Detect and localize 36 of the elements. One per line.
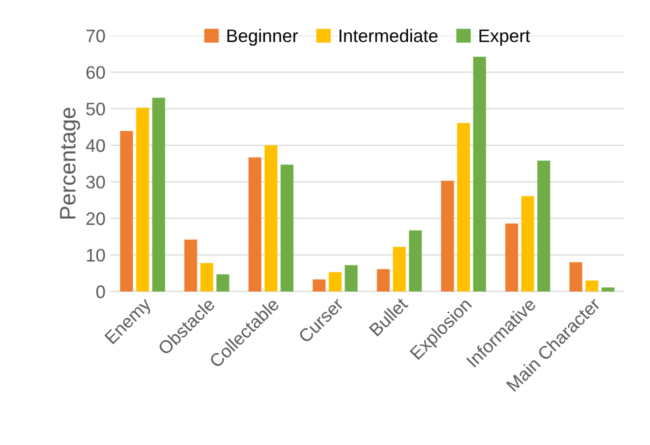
y-tick-label: 40 bbox=[86, 139, 105, 152]
bar bbox=[280, 164, 294, 292]
bar bbox=[120, 131, 133, 292]
bar bbox=[441, 180, 454, 292]
bar bbox=[602, 287, 614, 292]
bar bbox=[152, 98, 166, 292]
bar bbox=[473, 56, 486, 292]
legend-label: Expert bbox=[480, 30, 530, 46]
legend-label: Beginner bbox=[227, 28, 298, 46]
bar bbox=[537, 160, 550, 292]
y-axis-title: Percentage bbox=[60, 108, 80, 219]
bar bbox=[248, 157, 262, 292]
bar bbox=[312, 279, 326, 292]
legend-label: Intermediate bbox=[340, 28, 438, 42]
bar bbox=[216, 274, 230, 292]
bar bbox=[136, 108, 150, 292]
y-tick-label: 60 bbox=[86, 66, 105, 79]
bar bbox=[328, 272, 342, 292]
y-tick-label: 50 bbox=[86, 102, 105, 116]
bar bbox=[569, 262, 582, 292]
y-tick-label: 70 bbox=[86, 30, 105, 42]
y-tick-label: 30 bbox=[86, 176, 105, 189]
bar bbox=[585, 280, 598, 292]
y-tick-label: 20 bbox=[86, 212, 105, 226]
bar bbox=[408, 230, 422, 292]
y-tick-label: 10 bbox=[86, 248, 105, 262]
bar bbox=[184, 240, 198, 292]
bar bbox=[376, 269, 390, 292]
bar bbox=[344, 265, 358, 292]
bar bbox=[505, 223, 518, 292]
y-tick-label: 0 bbox=[96, 285, 105, 298]
bar bbox=[392, 246, 406, 292]
bar bbox=[521, 196, 534, 292]
bar bbox=[200, 262, 214, 292]
bar bbox=[457, 122, 470, 292]
bar bbox=[264, 145, 278, 292]
